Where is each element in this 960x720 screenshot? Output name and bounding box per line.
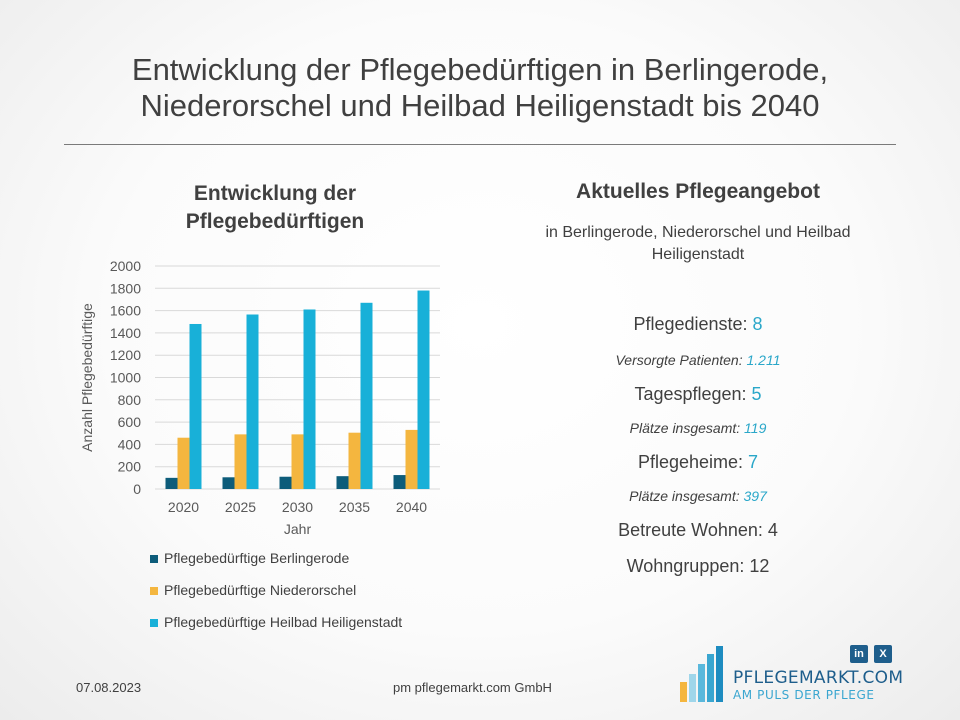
- bar: [279, 476, 292, 489]
- y-axis-label: Anzahl Pflegebedürftige: [79, 303, 95, 452]
- linkedin-icon[interactable]: in: [850, 645, 868, 663]
- legend-swatch-heiligenstadt: [150, 619, 158, 627]
- chart-panel-title-line1: Entwicklung der: [193, 182, 357, 205]
- bar: [393, 475, 406, 489]
- bar: [177, 437, 190, 489]
- chart-panel-title: Entwicklung der Pflegebedürftigen: [130, 180, 420, 236]
- bar: [417, 290, 430, 489]
- pflegeheime-row: Pflegeheime: 7: [498, 452, 898, 473]
- footer-company: pm pflegemarkt.com GmbH: [393, 680, 552, 695]
- bar: [348, 432, 361, 489]
- page-title-line1: Entwicklung der Pflegebedürftigen in Ber…: [131, 52, 829, 87]
- footer-date: 07.08.2023: [76, 680, 142, 695]
- x-axis-label: Jahr: [284, 521, 312, 537]
- logo-wordmark: PFLEGEMARKT.COM: [733, 668, 904, 688]
- legend-label-heiligenstadt: Pflegebedürftige Heilbad Heiligenstadt: [164, 614, 403, 630]
- pflegedienste-row: Pflegedienste: 8: [498, 314, 898, 335]
- bar: [336, 476, 349, 489]
- pflegeheime-value: 7: [748, 452, 759, 472]
- page-title-line2: Niederorschel und Heilbad Heiligenstadt …: [140, 88, 820, 123]
- y-tick-label: 1000: [110, 370, 141, 386]
- page-title: Entwicklung der Pflegebedürftigen in Ber…: [60, 52, 900, 124]
- y-tick-label: 800: [118, 392, 142, 408]
- bar: [360, 302, 373, 489]
- tagespflegen-row: Tagespflegen: 5: [498, 384, 898, 405]
- legend-swatch-niederorschel: [150, 587, 158, 595]
- chart-panel-title-line2: Pflegebedürftigen: [185, 210, 365, 233]
- xing-icon[interactable]: X: [874, 645, 892, 663]
- bar: [165, 477, 178, 489]
- ph-plaetze-row: Plätze insgesamt: 397: [498, 488, 898, 504]
- bar: [405, 429, 418, 489]
- ph-plaetze-value: 397: [743, 488, 767, 504]
- offer-subtitle: in Berlingerode, Niederorschel und Heilb…: [508, 222, 888, 266]
- y-tick-label: 200: [118, 459, 142, 475]
- pflegedienste-label: Pflegedienste:: [633, 314, 753, 334]
- y-tick-label: 1800: [110, 280, 141, 296]
- y-tick-label: 0: [133, 481, 141, 497]
- tagespflegen-value: 5: [751, 384, 762, 404]
- x-tick-label: 2025: [225, 499, 256, 515]
- tp-plaetze-value: 119: [744, 420, 767, 436]
- legend-swatch-berlingerode: [150, 555, 158, 563]
- patienten-label: Versorgte Patienten:: [615, 352, 747, 368]
- bar: [303, 309, 316, 489]
- legend-label-niederorschel: Pflegebedürftige Niederorschel: [164, 582, 357, 598]
- offer-subtitle-line1: in Berlingerode, Niederorschel und Heilb…: [545, 224, 851, 241]
- wohngruppen-row: Wohngruppen: 12: [626, 556, 770, 576]
- x-tick-label: 2035: [339, 499, 370, 515]
- y-tick-label: 1400: [110, 325, 141, 341]
- tagespflegen-label: Tagespflegen:: [634, 384, 752, 404]
- x-tick-label: 2020: [168, 499, 199, 515]
- bar-chart: 0 200 400 600 800 1000 1200 1400 1600 1800 2000 202…: [79, 258, 440, 537]
- x-tick-label: 2040: [396, 499, 427, 515]
- legend-label-berlingerode: Pflegebedürftige Berlingerode: [164, 550, 350, 566]
- ph-plaetze-label: Plätze insgesamt:: [629, 488, 744, 504]
- y-tick-label: 1200: [110, 347, 141, 363]
- offer-subtitle-line2: Heiligenstadt: [651, 246, 745, 263]
- pflegeheime-label: Pflegeheime:: [637, 452, 749, 472]
- bar: [222, 477, 235, 489]
- bar: [246, 314, 259, 489]
- y-tick-label: 2000: [110, 258, 141, 274]
- bar: [234, 434, 247, 489]
- title-divider: [64, 144, 896, 145]
- betreute-wohnen-row: Betreute Wohnen: 4: [618, 520, 778, 540]
- tp-plaetze-label: Plätze insgesamt:: [629, 420, 745, 436]
- offer-title: Aktuelles Pflegeangebot: [576, 180, 820, 203]
- logo-slogan: AM PULS DER PFLEGE: [733, 688, 875, 702]
- x-tick-label: 2030: [282, 499, 313, 515]
- patienten-value: 1.211: [746, 352, 781, 368]
- pflegedienste-value: 8: [752, 314, 763, 334]
- patienten-row: Versorgte Patienten: 1.211: [498, 352, 898, 368]
- y-tick-label: 600: [118, 414, 142, 430]
- bar: [291, 434, 304, 489]
- pflegemarkt-logo-icon: [680, 646, 723, 702]
- y-tick-label: 1600: [110, 303, 141, 319]
- y-tick-label: 400: [118, 436, 142, 452]
- tp-plaetze-row: Plätze insgesamt: 119: [498, 420, 898, 436]
- bar: [189, 323, 202, 489]
